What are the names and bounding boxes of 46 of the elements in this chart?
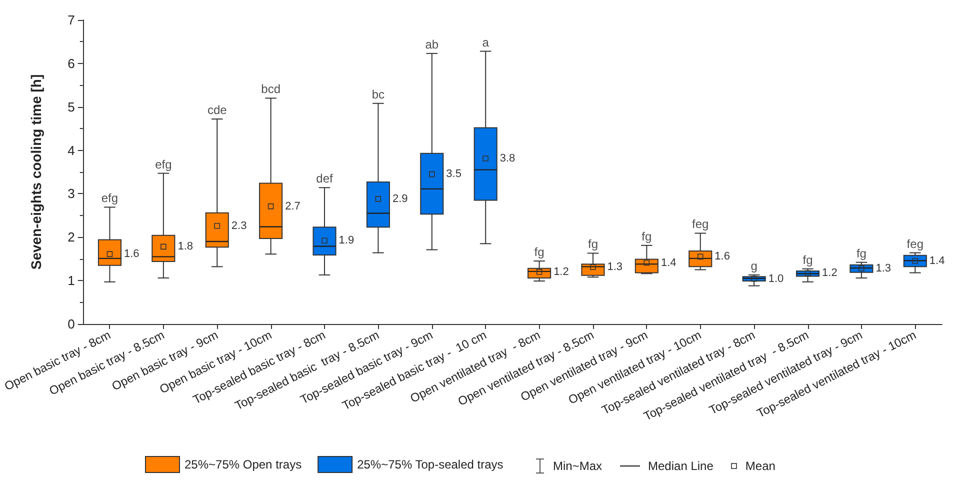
- text: 1.2: [554, 266, 569, 278]
- text: 1.9: [338, 234, 354, 247]
- text: 2.7: [285, 200, 300, 212]
- y-axis-title: Seven-eights cooling time [h]: [28, 74, 44, 270]
- annotation: bcd: [261, 82, 280, 96]
- annotation: efg: [155, 157, 172, 172]
- text: 1.4: [929, 255, 945, 268]
- y-tick-label: 6: [68, 56, 75, 71]
- text: 1.6: [124, 248, 140, 260]
- text: 1.8: [178, 240, 193, 253]
- y-tick-label: 5: [68, 99, 75, 114]
- annotation: feg: [692, 217, 709, 232]
- text: 1.3: [876, 262, 892, 274]
- text: 1.4: [660, 256, 676, 269]
- text: 1.0: [768, 272, 784, 285]
- annotation: ab: [425, 37, 439, 52]
- legend-label: 25%~75% Open trays: [184, 458, 302, 472]
- annotation: fg: [534, 245, 544, 260]
- annotation: fg: [588, 237, 598, 252]
- annotation: a: [482, 35, 490, 50]
- annotation: fg: [856, 246, 866, 260]
- y-tick-label: 7: [68, 12, 75, 28]
- y-tick-label: 1: [68, 273, 75, 288]
- annotation: efg: [101, 191, 118, 206]
- annotation: fg: [802, 252, 813, 267]
- text: 2.3: [231, 220, 247, 232]
- annotation: def: [316, 172, 334, 186]
- text: 1.3: [607, 261, 623, 274]
- text: 1.2: [822, 267, 838, 280]
- text: 2.9: [392, 192, 408, 205]
- annotation: fg: [642, 229, 652, 244]
- legend-label: 25%~75% Top-sealed trays: [357, 458, 504, 472]
- annotation: g: [750, 258, 758, 273]
- y-tick-label: 0: [68, 316, 75, 332]
- annotation: cde: [207, 103, 228, 118]
- text: 3.5: [446, 168, 462, 180]
- text: 3.8: [500, 152, 516, 165]
- annotation: feg: [906, 236, 924, 251]
- annotation: bc: [372, 87, 385, 102]
- y-tick-label: 3: [68, 186, 75, 202]
- y-tick-label: 2: [68, 230, 75, 245]
- text: Mean: [745, 459, 776, 473]
- text: Median Line: [648, 459, 714, 473]
- y-tick-label: 4: [68, 142, 75, 158]
- text: Min~Max: [553, 459, 602, 473]
- text: 1.6: [714, 250, 730, 263]
